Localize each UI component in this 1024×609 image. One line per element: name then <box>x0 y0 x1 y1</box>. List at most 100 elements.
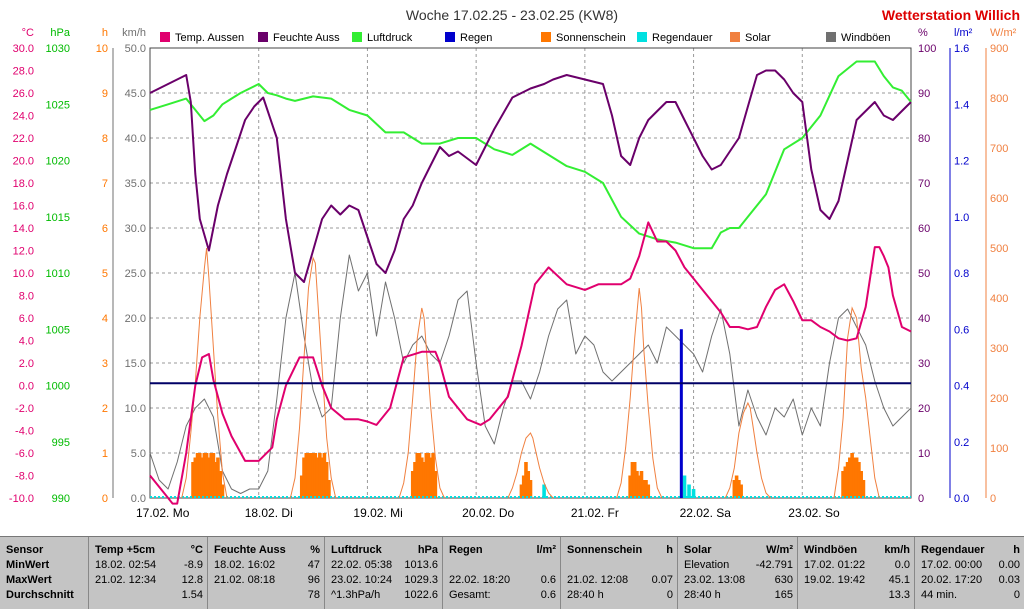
axis-tick-right-0: 70 <box>918 178 930 190</box>
legend-swatch-gusts <box>826 32 836 42</box>
axis-tick-left-0: 2.0 <box>19 358 34 370</box>
stats-unit: hPa <box>417 544 438 556</box>
legend-label-temp: Temp. Aussen <box>175 32 244 44</box>
stats-cell-label: 17.02. 00:00 <box>921 559 983 571</box>
legend-swatch-humidity <box>258 32 268 42</box>
axis-tick-left-0: 0.0 <box>19 381 34 393</box>
axis-tick-left-3: 10.0 <box>125 403 146 415</box>
stats-cell-label: 28:40 h <box>567 589 604 601</box>
axis-tick-right-0: 80 <box>918 133 930 145</box>
axis-tick-left-0: -4.0 <box>15 426 34 438</box>
legend-label-solar: Solar <box>745 32 771 44</box>
axis-tick-left-2: 4 <box>102 313 108 325</box>
day-label: 20.02. Do <box>462 506 514 520</box>
stats-column: Regendauer h 17.02. 00:00 0.00 20.02. 17:20 0… <box>914 537 1024 609</box>
sunshine-bar <box>429 457 433 498</box>
stats-header: Regendauer <box>921 544 985 556</box>
stats-cell-label: MinWert <box>6 559 50 571</box>
sunshine-bar <box>198 453 202 498</box>
sunshine-bar <box>641 480 646 498</box>
stats-header: Solar <box>684 544 712 556</box>
grid <box>149 47 912 499</box>
axis-tick-left-2: 3 <box>102 358 108 370</box>
legend-label-rain_duration: Regendauer <box>652 32 713 44</box>
sunshine-bar <box>322 453 327 498</box>
solar-line <box>289 256 337 499</box>
day-labels: 17.02. Mo 18.02. Di 19.02. Mi 20.02. Do 21.0… <box>136 506 840 520</box>
sunshine-bar <box>200 457 204 498</box>
stats-cell-value: 0.00 <box>998 559 1020 571</box>
sunshine-bar <box>848 457 852 498</box>
stats-cell-value: 0.6 <box>540 574 556 586</box>
sunshine-bar <box>857 462 861 498</box>
axis-tick-left-0: 10.0 <box>13 268 34 280</box>
axis-tick-left-2: 5 <box>102 268 108 280</box>
axis-tick-left-0: 22.0 <box>13 133 34 145</box>
day-label: 21.02. Fr <box>571 506 619 520</box>
temperature-line <box>149 221 912 505</box>
legend-label-humidity: Feuchte Auss <box>273 32 340 44</box>
rain-duration-bar <box>682 475 687 498</box>
sunshine-bar <box>324 462 329 498</box>
axis-tick-left-2: 7 <box>102 178 108 190</box>
day-label: 19.02. Mi <box>353 506 402 520</box>
axis-unit-right-0: % <box>918 27 928 39</box>
stats-cell-label: 21.02. 08:18 <box>214 574 276 586</box>
legend-swatch-rain_duration <box>637 32 647 42</box>
stats-unit: km/h <box>884 544 910 556</box>
axis-tick-right-0: 60 <box>918 223 930 235</box>
sunshine-bar <box>628 475 632 498</box>
axis-tick-right-2: 600 <box>990 193 1008 205</box>
axis-tick-left-1: 1025 <box>46 99 70 111</box>
sunshine-bar <box>306 453 311 498</box>
axis-unit-right-1: l/m² <box>954 27 973 39</box>
legend-label-pressure: Luftdruck <box>367 32 413 44</box>
stats-cell-label: 28:40 h <box>684 589 721 601</box>
sunshine-bar <box>841 471 845 498</box>
axis-tick-left-3: 40.0 <box>125 133 146 145</box>
day-label: 22.02. Sa <box>680 506 732 520</box>
sunshine-bar <box>734 475 739 498</box>
stats-column: Sensor MinWert MaxWert Durchschnitt <box>0 537 88 609</box>
axis-tick-left-2: 9 <box>102 88 108 100</box>
stats-cell-value: 0.03 <box>998 574 1020 586</box>
stats-header: Sensor <box>6 544 44 556</box>
axis-tick-left-0: 16.0 <box>13 201 34 213</box>
axis-tick-left-0: 4.0 <box>19 336 34 348</box>
axis-tick-left-0: 18.0 <box>13 178 34 190</box>
stats-cell-label: 21.02. 12:08 <box>567 574 629 586</box>
axis-tick-left-0: -10.0 <box>9 493 34 505</box>
stats-cell-value: 165 <box>774 589 793 601</box>
axis-unit-left-3: km/h <box>122 27 146 39</box>
sunshine-bar <box>861 480 866 498</box>
axis-unit-right-2: W/m² <box>990 27 1017 39</box>
axis-tick-right-2: 700 <box>990 143 1008 155</box>
stats-table: Sensor MinWert MaxWert Durchschnitt Temp +5c… <box>0 536 1024 609</box>
stats-cell-label: 19.02. 19:42 <box>804 574 866 586</box>
sunshine-bar <box>732 480 737 498</box>
sunshine-bar <box>431 453 435 498</box>
rain-duration-bar <box>691 489 696 498</box>
stats-cell-label: ^1.3hPa/h <box>331 589 381 601</box>
day-label: 18.02. Di <box>245 506 293 520</box>
axis-tick-left-2: 1 <box>102 448 108 460</box>
axis-tick-right-2: 400 <box>990 293 1008 305</box>
stats-cell-value: 47 <box>307 559 320 571</box>
sunshine-bar <box>315 457 320 498</box>
axis-tick-right-0: 90 <box>918 88 930 100</box>
sunshine-bar <box>854 457 859 498</box>
sunshine-bar <box>859 471 863 498</box>
axis-tick-left-0: 20.0 <box>13 156 34 168</box>
axis-tick-right-1: 0.4 <box>954 381 969 393</box>
axis-tick-left-3: 15.0 <box>125 358 146 370</box>
sunshine-bar <box>318 453 322 498</box>
axis-tick-left-0: 30.0 <box>13 43 34 55</box>
axis-tick-right-2: 500 <box>990 243 1008 255</box>
stats-unit: l/m² <box>536 544 556 556</box>
stats-unit: h <box>1013 544 1020 556</box>
axis-tick-left-3: 25.0 <box>125 268 146 280</box>
sunshine-bar <box>311 453 315 498</box>
sunshine-bar <box>216 457 220 498</box>
sunshine-bar <box>327 480 331 498</box>
sunshine-bar <box>850 453 854 498</box>
